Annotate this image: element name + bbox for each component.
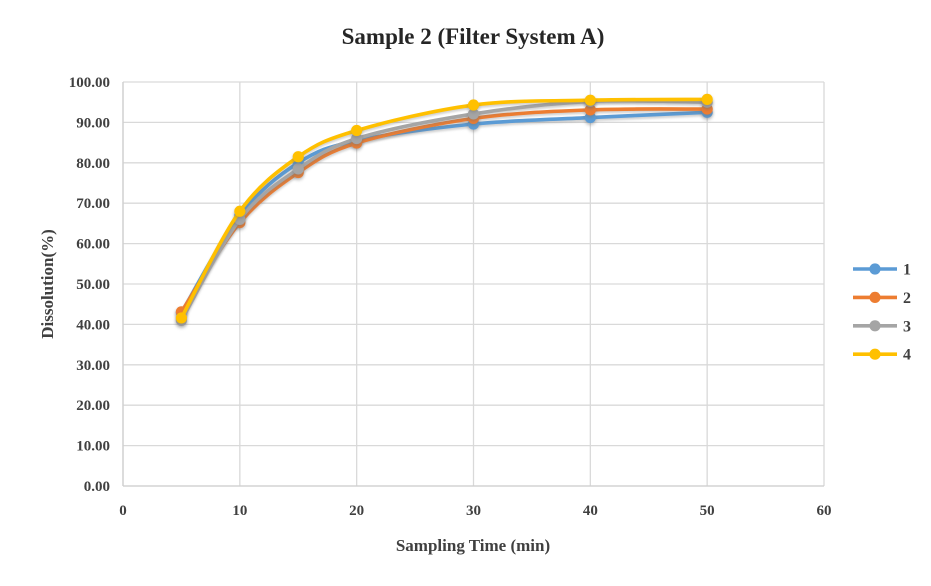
legend-label: 1	[903, 262, 911, 279]
data-point-marker	[351, 124, 363, 137]
series-4	[175, 93, 713, 324]
x-tick-label: 20	[349, 503, 364, 519]
legend-marker-swatch	[869, 320, 881, 332]
data-point-marker	[467, 108, 480, 120]
data-point-marker	[175, 312, 188, 324]
y-tick-label: 70.00	[76, 196, 110, 212]
data-point-marker	[584, 94, 596, 106]
x-tick-label: 30	[466, 503, 481, 519]
y-tick-label: 0.00	[84, 479, 110, 495]
y-tick-label: 80.00	[76, 156, 110, 172]
data-point-marker	[234, 205, 246, 217]
legend-label: 4	[903, 347, 911, 364]
y-tick-label: 60.00	[76, 237, 110, 253]
data-point-marker	[292, 163, 304, 175]
series-line-2	[179, 107, 709, 314]
x-axis-title: Sampling Time (min)	[395, 536, 551, 555]
legend-marker-swatch	[869, 263, 881, 275]
y-tick-label: 20.00	[76, 398, 110, 414]
legend: 1 2 3 4	[853, 262, 911, 364]
legend-marker-swatch	[869, 291, 881, 303]
series-3	[175, 95, 713, 326]
legend-marker-swatch	[869, 348, 881, 360]
x-tick-label: 0	[119, 503, 127, 519]
y-tick-label: 90.00	[76, 115, 110, 131]
data-point-marker	[292, 151, 304, 163]
tick-labels: 0.00 10.00 20.00 30.00 40.00 50.00 60.00 70.00 8…	[69, 75, 832, 519]
y-tick-label: 30.00	[76, 358, 110, 374]
x-tick-label: 50	[700, 503, 715, 519]
legend-item-2: 2	[853, 290, 911, 307]
series-line-1	[179, 110, 709, 315]
x-tick-label: 40	[583, 503, 598, 519]
legend-item-4: 4	[853, 347, 911, 364]
series-2	[175, 103, 713, 318]
data-point-marker	[584, 111, 596, 124]
data-point-marker	[351, 132, 363, 145]
y-tick-label: 40.00	[76, 317, 110, 333]
y-tick-label: 50.00	[76, 277, 110, 293]
data-point-marker	[584, 104, 596, 116]
legend-item-1: 1	[853, 262, 911, 279]
legend-item-3: 3	[853, 318, 911, 335]
series-1	[175, 106, 713, 319]
series-line-3	[179, 98, 709, 323]
legend-label: 3	[903, 318, 911, 335]
series-line-4	[179, 97, 709, 320]
x-tick-label: 60	[817, 503, 832, 519]
y-tick-label: 10.00	[76, 439, 110, 455]
y-tick-label: 100.00	[69, 75, 110, 91]
chart-title: Sample 2 (Filter System A)	[341, 24, 605, 49]
data-point-marker	[701, 93, 713, 105]
legend-label: 2	[903, 290, 911, 307]
x-tick-label: 10	[232, 503, 247, 519]
data-point-marker	[467, 99, 480, 111]
gridlines	[122, 81, 825, 487]
